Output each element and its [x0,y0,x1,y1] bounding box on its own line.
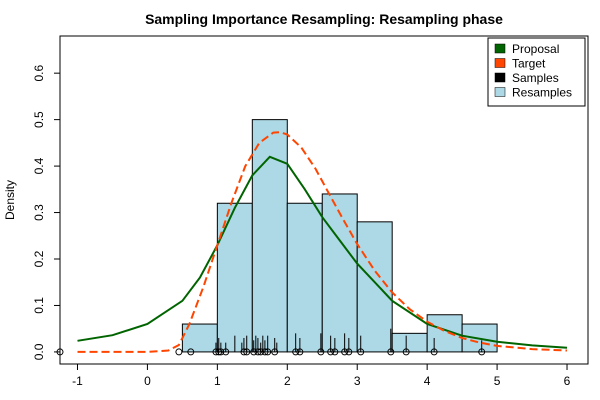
sample-point-18 [327,348,335,356]
sample-point-23 [387,348,395,356]
legend-swatch-2 [494,72,506,83]
sample-point-21 [345,348,353,356]
sample-points [56,348,486,356]
legend-swatch-3 [494,87,506,97]
histogram-bars [181,119,498,353]
x-tick-label-6: 5 [494,374,501,388]
y-axis: 0.0 0.1 0.2 0.3 0.4 0.5 0.6 [32,65,61,360]
target-curve [77,131,568,353]
proposal-curve [77,155,568,349]
histogram-bar-2 [251,119,288,353]
legend-swatch-0 [494,43,506,54]
x-tick-label-7: 6 [564,374,571,388]
legend-swatch-1 [494,58,506,68]
sample-point-1 [175,348,183,356]
y-tick-label-5: 0.5 [32,111,46,128]
x-tick-label-5: 4 [424,374,431,388]
sample-point-11 [257,348,265,356]
x-tick-label-2: 1 [214,374,221,388]
sample-point-12 [261,348,269,356]
x-tick-label-1: 0 [144,374,151,388]
y-axis-label: Density [3,180,17,220]
sample-point-26 [478,348,486,356]
sample-point-14 [271,348,279,356]
sample-point-24 [402,348,410,356]
y-tick-label-4: 0.4 [32,157,46,174]
x-axis: -1 0 1 2 3 4 5 6 [72,363,571,388]
sample-point-5 [217,348,225,356]
sample-point-19 [331,348,339,356]
histogram-bar-5 [356,221,393,353]
y-tick-label-3: 0.3 [32,204,46,221]
sample-point-15 [292,348,300,356]
histogram-bar-1 [216,202,253,353]
sample-point-6 [222,348,230,356]
legend-label-3: Resamples [512,86,572,100]
sample-point-3 [212,348,220,356]
y-tick-label-0: 0.0 [32,343,46,360]
sample-point-7 [240,348,248,356]
legend-label-1: Target [512,57,546,71]
histogram-bar-6 [391,332,428,353]
y-tick-label-2: 0.2 [32,250,46,267]
sample-point-17 [317,348,325,356]
sample-point-4 [215,348,223,356]
legend-label-2: Samples [512,71,559,85]
sample-point-22 [357,348,365,356]
y-tick-label-6: 0.6 [32,65,46,82]
sample-point-2 [187,348,195,356]
y-tick-label-1: 0.1 [32,297,46,314]
sample-point-9 [250,348,258,356]
x-tick-label-4: 3 [354,374,361,388]
x-tick-label-3: 2 [284,374,291,388]
legend-label-0: Proposal [512,42,559,56]
chart-title: Sampling Importance Resampling: Resampli… [145,11,503,27]
sample-point-16 [296,348,304,356]
sample-point-13 [264,348,272,356]
sample-point-25 [430,348,438,356]
histogram-bar-4 [321,193,358,353]
sample-point-10 [254,348,262,356]
sample-point-8 [243,348,251,356]
histogram-bar-3 [286,202,323,353]
sample-point-20 [341,348,349,356]
x-tick-label-0: -1 [72,374,83,388]
